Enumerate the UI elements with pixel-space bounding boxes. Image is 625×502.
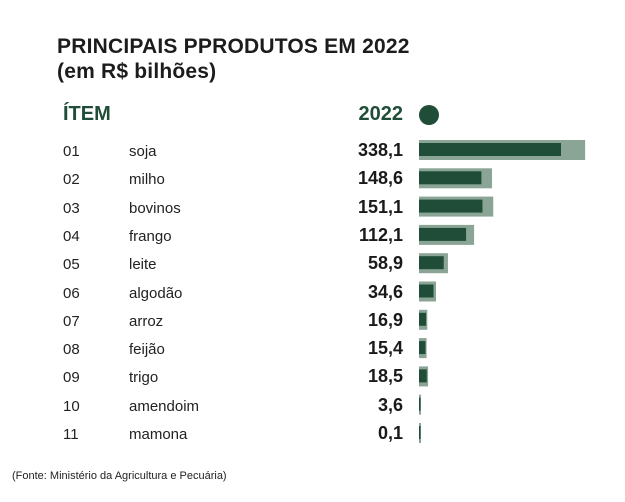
- value-label: 112,1: [358, 224, 403, 245]
- item-number: 02: [63, 171, 80, 189]
- item-number: 01: [63, 143, 80, 160]
- item-number: 03: [63, 199, 80, 217]
- value-label: 0,1: [377, 423, 403, 443]
- bar: [419, 143, 561, 156]
- value-label: 16,9: [367, 309, 403, 330]
- table-row: 02 milho 148,6: [0, 166, 625, 194]
- bar: [419, 397, 421, 411]
- chart-title-line-2: (em R$ bilhões): [57, 60, 217, 83]
- item-number: 11: [63, 426, 79, 443]
- item-number: 07: [63, 312, 80, 330]
- item-name: frango: [129, 227, 172, 245]
- legend-dot-icon: [419, 105, 439, 125]
- chart-title: PRINCIPAIS PPRODUTOS EM 2022 (em R$ bilh…: [57, 34, 410, 84]
- source-note: (Fonte: Ministério da Agricultura e Pecu…: [12, 470, 227, 482]
- item-name: algodão: [129, 284, 183, 302]
- item-number: 09: [63, 369, 80, 387]
- value-label: 15,4: [367, 338, 403, 359]
- item-name: bovinos: [129, 199, 181, 217]
- item-number: 08: [63, 341, 80, 359]
- table-row: 08 feijão 15,4: [0, 336, 625, 364]
- value-label: 3,6: [377, 394, 403, 415]
- value-label: 58,9: [367, 253, 403, 274]
- table-row: 07 arroz 16,9: [0, 308, 625, 336]
- value-label: 148,6: [357, 168, 403, 189]
- value-label: 18,5: [367, 366, 403, 387]
- column-header-year: 2022: [358, 103, 404, 125]
- item-name: milho: [129, 171, 165, 189]
- table-row: 01 soja 338,1: [0, 138, 625, 166]
- bar: [419, 341, 426, 355]
- table-row: 10 amendoim 3,6: [0, 393, 625, 421]
- bar: [419, 256, 444, 270]
- bar: [419, 426, 421, 439]
- table-row: 06 algodão 34,6: [0, 280, 625, 308]
- item-number: 04: [63, 227, 80, 245]
- bar: [419, 199, 483, 213]
- item-name: feijão: [129, 341, 165, 359]
- bar: [419, 227, 467, 241]
- table-row: 11 mamona 0,1: [0, 421, 625, 449]
- item-name: mamona: [129, 426, 188, 443]
- table-row: 09 trigo 18,5: [0, 364, 625, 392]
- item-name: trigo: [129, 369, 159, 387]
- item-number: 10: [63, 397, 80, 415]
- bar: [419, 369, 427, 383]
- value-label: 34,6: [367, 281, 403, 302]
- item-name: soja: [129, 143, 157, 160]
- table-row: 04 frango 112,1: [0, 223, 625, 251]
- value-label: 151,1: [357, 196, 403, 217]
- bar: [419, 312, 427, 326]
- table-row: 05 leite 58,9: [0, 251, 625, 279]
- item-name: arroz: [129, 312, 164, 330]
- bar: [419, 171, 482, 185]
- column-header-item: ÍTEM: [63, 103, 111, 125]
- value-label: 338,1: [357, 140, 403, 160]
- bar: [419, 284, 434, 298]
- table-row: 03 bovinos 151,1: [0, 195, 625, 223]
- item-name: amendoim: [129, 397, 200, 415]
- item-number: 05: [63, 256, 80, 274]
- item-name: leite: [129, 256, 157, 274]
- chart-title-line-1: PRINCIPAIS PPRODUTOS EM 2022: [57, 35, 410, 58]
- item-number: 06: [63, 284, 80, 302]
